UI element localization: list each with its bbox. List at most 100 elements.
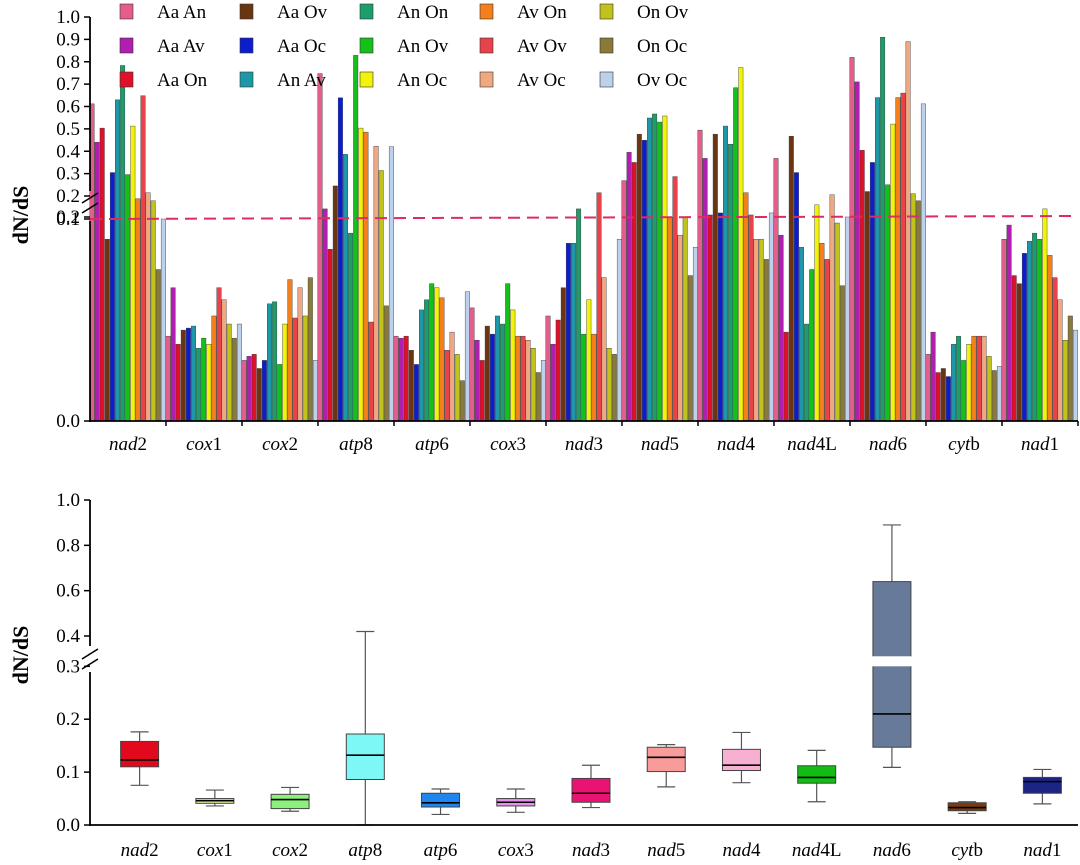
bar-nad3-on-oc: [611, 354, 617, 422]
bar-cox3-an-ov: [505, 283, 511, 422]
bar-nad6-aa-oc: [869, 162, 875, 422]
y-tick-label: 1.0: [56, 7, 80, 28]
bar-nad4-aa-oc: [717, 212, 723, 422]
bar-nad1-aa-av: [1006, 224, 1012, 422]
bar-cytb-av-oc: [981, 335, 987, 422]
bar-nad4-aa-on: [707, 214, 713, 422]
bar-cox1-on-ov: [226, 323, 232, 422]
bar-cytb-aa-an: [925, 354, 931, 422]
y-tick-label: 0.2: [56, 207, 80, 228]
bar-nad6-aa-an: [849, 57, 855, 422]
y-tick-label: 0.8: [56, 535, 80, 556]
x-tick-label-nad2: nad2: [121, 840, 159, 861]
bar-cox1-av-on: [211, 315, 217, 422]
bar-cox2-on-oc: [307, 277, 313, 422]
y-tick-label: 0.9: [56, 29, 80, 50]
bar-cox1-aa-on: [175, 344, 181, 422]
bar-cytb-on-oc: [991, 370, 997, 422]
legend-swatch-aa-on: [119, 71, 134, 88]
bar-nad4-an-oc: [738, 67, 744, 422]
bar-atp6-aa-an: [393, 335, 399, 422]
reference-line: [89, 215, 1079, 220]
bar-nad1-ov-oc: [1072, 329, 1078, 422]
bar-cox2-av-ov: [292, 317, 298, 422]
bar-atp8-aa-on: [327, 249, 333, 422]
bar-nad6-av-oc: [905, 41, 911, 422]
bar-cox3-aa-on: [479, 360, 485, 422]
bar-nad3-aa-av: [550, 344, 556, 422]
top-bar-chart: nad2 cox1 cox2 atp8 atp6 cox3 nad3 nad5 nad4 nad4…: [8, 2, 1079, 455]
bar-nad6-on-oc: [915, 200, 921, 422]
bar-nad1-aa-ov: [1016, 283, 1022, 422]
bar-nad6-aa-ov: [864, 191, 870, 422]
bar-nad2-ov-oc: [160, 218, 166, 422]
bar-cox1-av-ov: [216, 287, 222, 422]
bar-cox2-aa-oc: [261, 360, 267, 422]
bar-nad4-av-on: [743, 192, 749, 422]
x-tick-label-atp6: atp6: [415, 434, 449, 455]
x-tick-label-nad4: nad4: [717, 434, 756, 455]
y-tick-label: 0.4: [56, 141, 80, 162]
bar-nad6-aa-av: [854, 81, 860, 422]
bar-nad4L-an-av: [799, 247, 804, 422]
legend-swatch-aa-ov: [239, 3, 254, 20]
bar-nad3-aa-an: [545, 315, 551, 422]
bar-nad5-on-oc: [687, 275, 693, 422]
bar-nad4-on-ov: [758, 238, 764, 422]
bar-cox2-an-ov: [277, 364, 283, 422]
bottom-box-chart: nad2 cox1 cox2 atp8 atp6 cox3 nad3 nad5 nad4 nad4…: [8, 490, 1078, 861]
x-tick-label-atp8: atp8: [339, 434, 373, 455]
bar-cox2-an-oc: [282, 323, 288, 422]
bar-cox3-an-on: [500, 323, 506, 422]
bar-cox1-an-av: [191, 325, 196, 422]
box-nad2: [120, 740, 160, 768]
bar-cox3-av-oc: [525, 340, 531, 422]
bar-nad4L-aa-ov: [788, 135, 794, 422]
bar-nad4L-aa-an: [773, 158, 779, 422]
legend-swatch-av-ov: [479, 37, 494, 54]
bar-nad1-av-ov: [1052, 277, 1058, 422]
bar-atp6-an-on: [424, 299, 430, 422]
bar-nad1-aa-oc: [1021, 253, 1027, 422]
legend-swatch-an-oc: [359, 71, 374, 88]
bar-nad4-aa-av: [702, 158, 708, 422]
bar-cytb-an-on: [956, 335, 962, 422]
legend-swatch-aa-av: [119, 37, 134, 54]
legend-label: Av Oc: [517, 70, 566, 91]
bar-atp8-on-oc: [383, 305, 389, 422]
bar-cox2-av-oc: [297, 287, 303, 422]
bar-atp6-av-ov: [444, 350, 450, 422]
bar-nad4L-on-ov: [834, 222, 840, 422]
legend-swatch-aa-an: [119, 3, 134, 20]
legend: Aa An Aa Av Aa On Aa Ov Aa Oc An Av An On An Ov…: [119, 2, 689, 91]
bar-nad1-an-on: [1032, 232, 1038, 422]
bar-cox2-aa-av: [246, 356, 252, 422]
y-tick-label: 0.0: [56, 815, 80, 836]
y-tick-label: 0.3: [56, 164, 80, 185]
bar-cox3-av-on: [515, 335, 521, 422]
bar-nad4L-an-ov: [809, 269, 815, 422]
bar-nad3-aa-oc: [565, 243, 571, 422]
bar-cox2-an-av: [267, 303, 272, 422]
bar-atp8-ov-oc: [388, 146, 394, 422]
bar-cox3-an-av: [495, 315, 500, 422]
bar-nad5-ov-oc: [692, 247, 698, 422]
bar-nad1-aa-an: [1001, 238, 1007, 422]
bar-nad2-on-ov: [150, 200, 156, 422]
bar-nad1-aa-on: [1011, 275, 1017, 422]
legend-label: Aa On: [157, 70, 208, 91]
legend-label: An Oc: [397, 70, 447, 91]
x-tick-label-nad4: nad4: [722, 840, 761, 861]
bar-nad3-ov-oc: [616, 238, 622, 422]
x-tick-label-nad4L: nad4L: [787, 434, 837, 455]
bar-cytb-aa-ov: [940, 368, 946, 422]
bar-nad4-aa-ov: [712, 133, 718, 422]
bar-cox3-ov-oc: [540, 360, 546, 422]
bar-nad2-av-ov: [140, 95, 146, 422]
bar-nad2-an-ov: [125, 174, 131, 422]
bar-cox2-on-ov: [302, 315, 308, 422]
bar-nad3-an-ov: [581, 333, 587, 422]
bar-atp6-aa-on: [403, 335, 409, 422]
bar-cox1-on-oc: [231, 337, 237, 422]
box-nad3: [571, 777, 611, 803]
